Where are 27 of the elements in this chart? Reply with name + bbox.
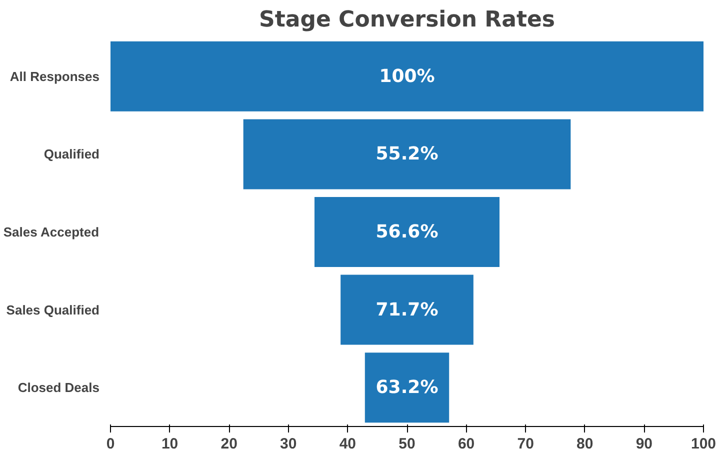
annotation: 71.7% [376, 299, 438, 320]
bar [340, 274, 474, 345]
y-tick-label: Qualified [44, 146, 100, 162]
x-tick-label: 80 [576, 436, 594, 451]
x-tick-label: 30 [280, 436, 297, 451]
bar [243, 119, 571, 190]
x-tick-label: 70 [517, 436, 534, 451]
chart-title: Stage Conversion Rates [259, 8, 555, 32]
y-tick-label: Sales Qualified [6, 302, 100, 318]
bar [314, 196, 500, 268]
x-tick-label: 40 [339, 436, 356, 451]
annotation: 63.2% [376, 377, 438, 398]
x-tick-label: 20 [220, 436, 238, 451]
annotation: 100% [379, 66, 435, 87]
x-tick-label: 0 [106, 436, 115, 451]
x-tick-label: 50 [398, 436, 416, 451]
annotation: 55.2% [376, 144, 438, 165]
x-tick-label: 10 [161, 436, 178, 451]
y-tick-label: Sales Accepted [3, 224, 100, 240]
x-tick-label: 90 [636, 436, 653, 451]
bar [110, 41, 704, 112]
annotation: 56.6% [376, 222, 438, 242]
x-tick-label: 100 [690, 436, 716, 451]
x-tick-label: 60 [458, 436, 475, 451]
y-tick-label: Closed Deals [18, 380, 100, 396]
y-tick-label: All Responses [10, 68, 100, 84]
bar [364, 352, 450, 423]
